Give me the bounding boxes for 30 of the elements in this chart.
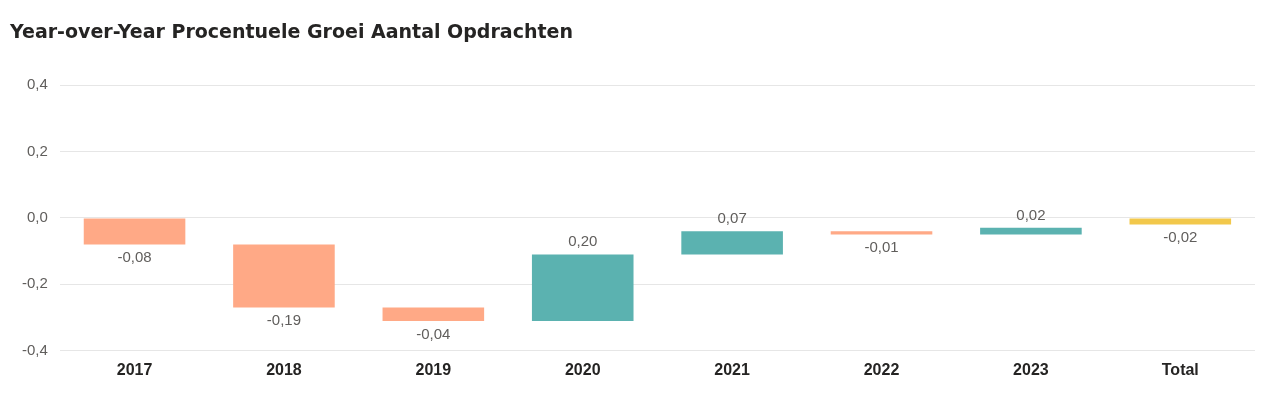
data-label: 0,07 bbox=[717, 208, 747, 226]
data-label: -0,02 bbox=[1163, 228, 1198, 246]
data-label: -0,08 bbox=[117, 248, 152, 266]
x-tick-label: Total bbox=[1161, 360, 1199, 378]
x-tick-label: 2022 bbox=[863, 360, 900, 378]
bar bbox=[1129, 218, 1232, 225]
y-tick-label: -0,4 bbox=[21, 340, 48, 358]
data-label: 0,02 bbox=[1016, 205, 1046, 223]
data-label: -0,04 bbox=[416, 324, 451, 342]
x-tick-label: 2017 bbox=[116, 360, 153, 378]
y-tick-label: -0,2 bbox=[21, 274, 48, 292]
bar bbox=[980, 227, 1082, 235]
bar bbox=[382, 307, 485, 321]
bar bbox=[233, 244, 335, 308]
y-tick-label: 0,4 bbox=[26, 75, 48, 93]
data-label: 0,20 bbox=[568, 232, 598, 250]
chart-title: Year-over-Year Procentuele Groei Aantal Opdrachten bbox=[10, 20, 573, 42]
bar bbox=[830, 231, 933, 235]
data-label: -0,01 bbox=[864, 238, 899, 256]
bar bbox=[531, 254, 634, 321]
bar bbox=[83, 218, 186, 245]
x-tick-label: 2020 bbox=[564, 360, 601, 378]
x-tick-label: 2018 bbox=[266, 360, 302, 378]
y-tick-label: 0,0 bbox=[26, 208, 48, 226]
y-tick-label: 0,2 bbox=[26, 141, 48, 159]
x-tick-label: 2021 bbox=[714, 360, 751, 378]
bar bbox=[681, 231, 783, 255]
data-label: -0,19 bbox=[266, 311, 302, 329]
x-tick-label: 2023 bbox=[1013, 360, 1049, 378]
x-tick-label: 2019 bbox=[415, 360, 452, 378]
